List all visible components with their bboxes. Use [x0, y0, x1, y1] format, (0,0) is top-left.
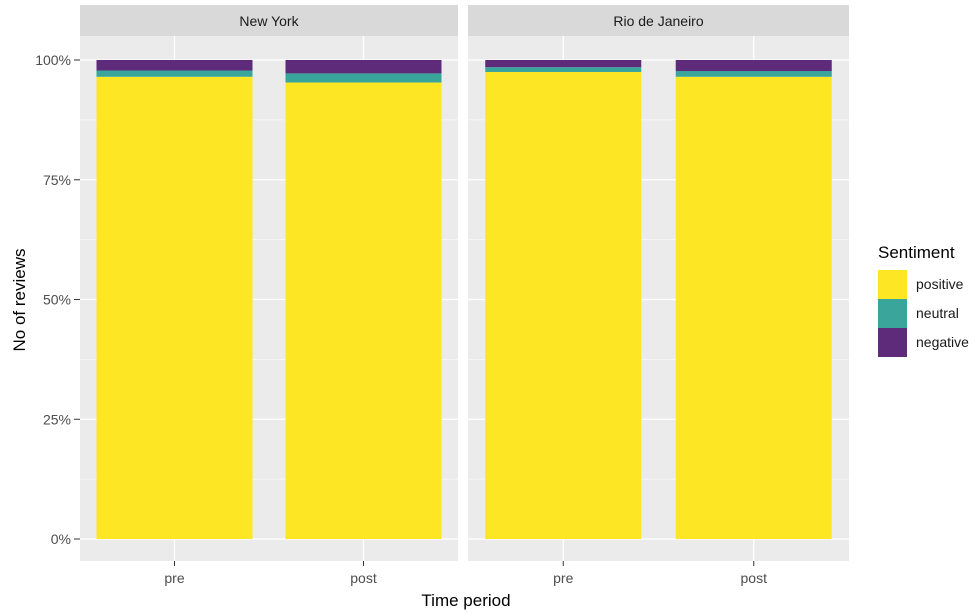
facet-strip	[80, 5, 458, 36]
y-tick-label: 75%	[43, 172, 71, 188]
y-axis-title: No of reviews	[10, 249, 29, 352]
x-tick-label: pre	[553, 570, 573, 586]
legend-label-positive: positive	[916, 276, 964, 292]
x-tick-label: post	[741, 570, 768, 586]
bar-positive-new-york-post	[285, 82, 442, 539]
bar-negative-rio-de-janeiro-pre	[485, 60, 642, 68]
y-tick-label: 25%	[43, 411, 71, 427]
legend-key-negative	[878, 328, 907, 357]
bar-neutral-rio-de-janeiro-post	[675, 71, 832, 77]
x-axis-title: Time period	[421, 591, 510, 610]
legend-title: Sentiment	[878, 243, 955, 262]
y-tick-label: 50%	[43, 292, 71, 308]
bar-positive-new-york-pre	[96, 76, 253, 539]
legend-key-positive	[878, 270, 907, 299]
legend-key-neutral	[878, 299, 907, 328]
facet-strip-label: Rio de Janeiro	[613, 13, 703, 29]
x-tick-label: post	[350, 570, 377, 586]
y-tick-label: 0%	[51, 531, 71, 547]
facet-strip-label: New York	[239, 13, 299, 29]
bar-neutral-new-york-post	[285, 73, 442, 83]
bar-positive-rio-de-janeiro-post	[675, 76, 832, 539]
bar-negative-rio-de-janeiro-post	[675, 60, 832, 72]
legend-label-negative: negative	[916, 334, 969, 350]
facet-strip	[468, 5, 849, 36]
bar-neutral-rio-de-janeiro-pre	[485, 67, 642, 72]
bar-negative-new-york-pre	[96, 60, 253, 71]
bar-neutral-new-york-pre	[96, 70, 253, 77]
bar-positive-rio-de-janeiro-pre	[485, 71, 642, 539]
x-tick-label: pre	[164, 570, 184, 586]
y-tick-label: 100%	[35, 52, 71, 68]
bar-negative-new-york-post	[285, 60, 442, 74]
legend-label-neutral: neutral	[916, 305, 959, 321]
